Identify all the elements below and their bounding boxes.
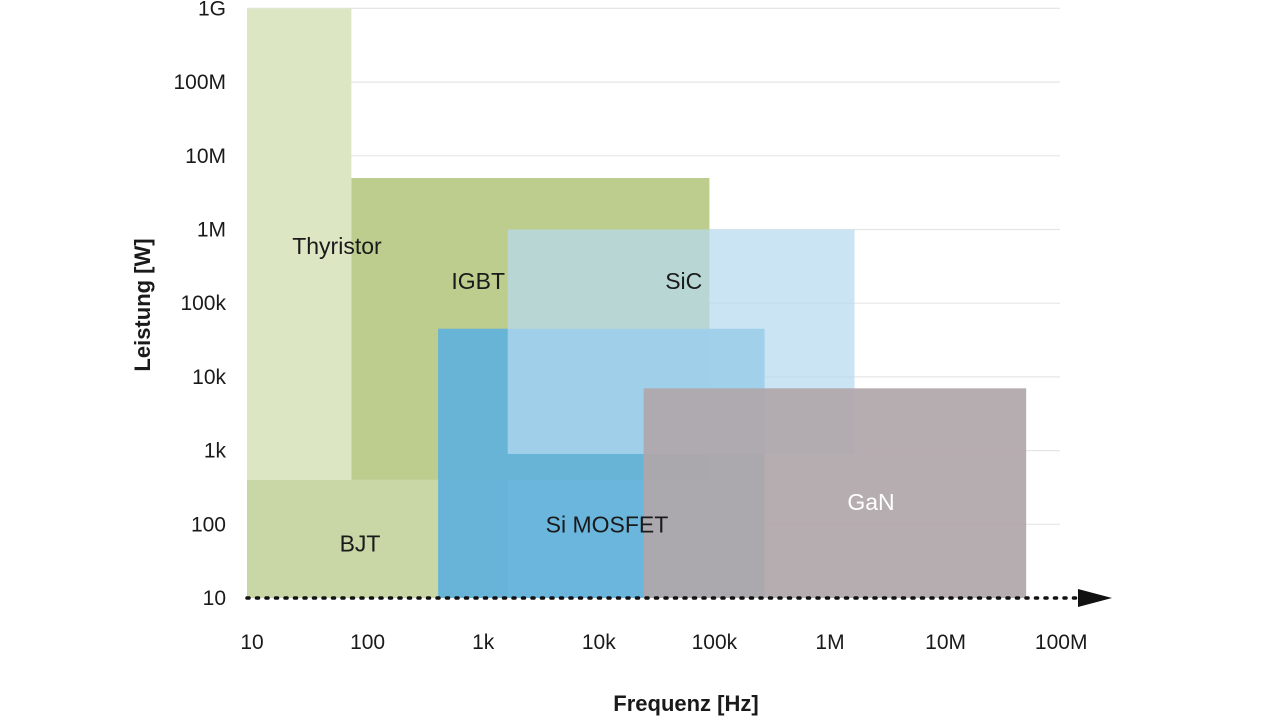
x-axis	[245, 589, 1112, 607]
label-igbt: IGBT	[451, 268, 505, 294]
y-tick-100k: 100k	[180, 292, 226, 315]
x-tick-10k: 10k	[582, 631, 616, 654]
x-tick-100k: 100k	[692, 631, 738, 654]
y-tick-10k: 10k	[192, 366, 226, 389]
y-tick-1g: 1G	[198, 0, 226, 20]
region-thyristor	[247, 8, 352, 480]
x-tick-10m: 10M	[925, 631, 966, 654]
region-gan	[643, 388, 1027, 598]
y-tick-100m: 100M	[173, 71, 226, 94]
label-thyristor: Thyristor	[292, 233, 382, 259]
y-tick-10: 10	[203, 587, 226, 610]
region-labels: Thyristor IGBT BJT Si MOSFET SiC GaN	[292, 233, 894, 557]
label-gan: GaN	[847, 489, 894, 515]
device-regions	[247, 8, 1027, 598]
y-tick-100: 100	[191, 513, 226, 536]
x-tick-1m: 1M	[815, 631, 844, 654]
x-tick-100m: 100M	[1035, 631, 1088, 654]
x-tick-1k: 1k	[472, 631, 495, 654]
x-tick-10: 10	[240, 631, 263, 654]
y-tick-1m: 1M	[197, 219, 226, 242]
y-tick-10m: 10M	[185, 145, 226, 168]
y-tick-1k: 1k	[204, 440, 227, 463]
x-tick-100: 100	[350, 631, 385, 654]
x-axis-arrow-icon	[1078, 589, 1112, 607]
x-tick-labels: 10 100 1k 10k 100k 1M 10M 100M	[240, 631, 1087, 654]
label-si-mosfet: Si MOSFET	[546, 511, 669, 537]
y-axis-title: Leistung [W]	[130, 238, 155, 371]
label-sic: SiC	[665, 268, 702, 294]
y-tick-labels: 10 100 1k 10k 100k 1M 10M 100M 1G	[173, 0, 226, 610]
x-axis-title: Frequenz [Hz]	[613, 691, 758, 716]
label-bjt: BJT	[340, 530, 381, 556]
